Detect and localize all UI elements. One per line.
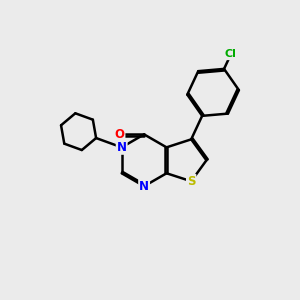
- Text: N: N: [139, 180, 149, 193]
- Text: N: N: [117, 141, 127, 154]
- Text: Cl: Cl: [225, 49, 237, 59]
- Text: O: O: [115, 128, 124, 141]
- Text: S: S: [187, 175, 195, 188]
